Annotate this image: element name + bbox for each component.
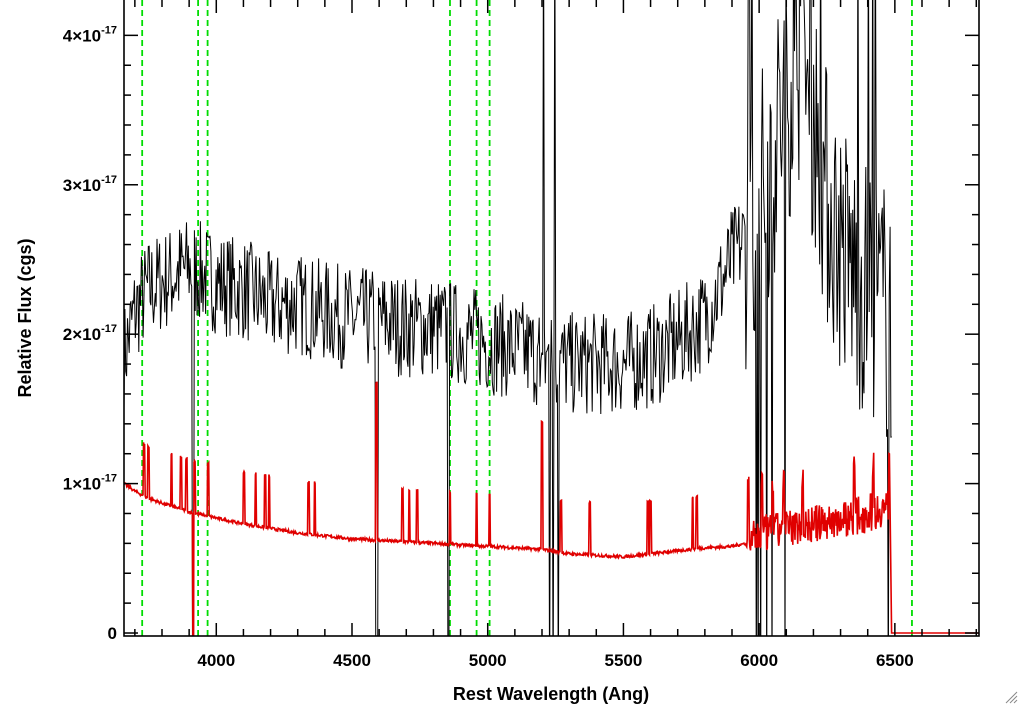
y-tick-label: 3×10-17 xyxy=(63,174,117,195)
y-axis-label: Relative Flux (cgs) xyxy=(15,238,35,397)
resize-grip-icon[interactable] xyxy=(1004,690,1018,704)
x-tick-label: 4500 xyxy=(333,651,371,670)
y-tick-label: 0 xyxy=(108,624,117,643)
x-tick-label: 4000 xyxy=(197,651,235,670)
x-tick-label: 5000 xyxy=(469,651,507,670)
y-tick-label: 4×10-17 xyxy=(63,24,117,45)
model-spectrum-line xyxy=(124,381,979,636)
x-tick-label: 5500 xyxy=(605,651,643,670)
y-tick-label: 1×10-17 xyxy=(63,473,117,494)
x-tick-label: 6000 xyxy=(740,651,778,670)
plot-frame xyxy=(123,0,980,637)
observed-spectrum-line xyxy=(124,0,892,636)
x-tick-label: 6500 xyxy=(876,651,914,670)
y-tick-label: 2×10-17 xyxy=(63,323,117,344)
x-axis-label: Rest Wavelength (Ang) xyxy=(453,684,649,704)
